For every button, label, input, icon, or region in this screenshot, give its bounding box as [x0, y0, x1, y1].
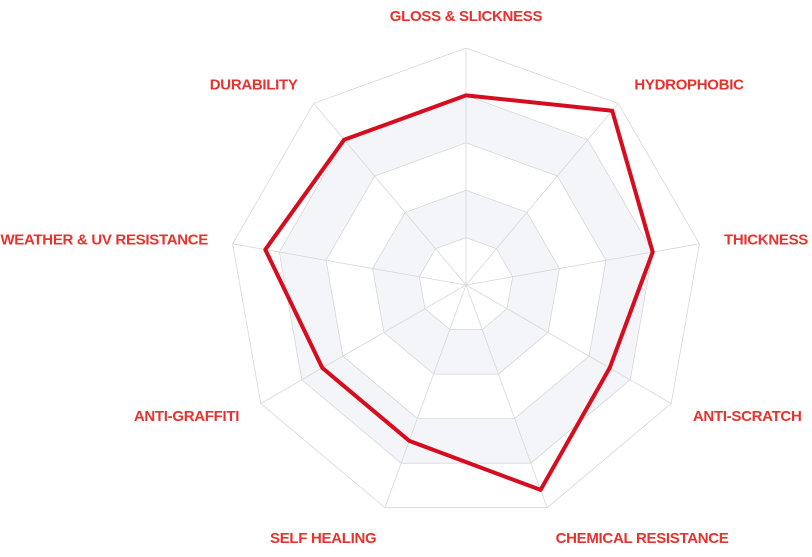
axis-label-durability: DURABILITY: [210, 76, 298, 93]
data-point-3: [651, 250, 655, 254]
spoke-3: [465, 243, 700, 286]
data-point-6: [407, 439, 411, 443]
spoke-9: [313, 103, 467, 286]
data-point-8: [263, 248, 267, 252]
spoke-8: [232, 243, 467, 286]
data-point-2: [610, 109, 614, 113]
axis-label-anti-scratch: ANTI-SCRATCH: [693, 408, 802, 425]
spoke-6: [384, 284, 467, 508]
axis-label-chemical-resistance: CHEMICAL RESISTANCE: [556, 530, 729, 547]
data-point-1: [464, 93, 468, 97]
axis-label-hydrophobic: HYDROPHOBIC: [634, 76, 744, 93]
data-point-9: [342, 138, 346, 142]
spoke-4: [465, 284, 672, 404]
spoke-2: [465, 103, 619, 286]
series-line-1: [263, 93, 655, 492]
axis-label-gloss-slickness: GLOSS & SLICKNESS: [390, 8, 543, 25]
axis-label-anti-graffiti: ANTI-GRAFFITI: [134, 408, 239, 425]
axis-label-self-healing: SELF HEALING: [270, 530, 376, 547]
radar-axis-labels: GLOSS & SLICKNESS HYDROPHOBIC THICKNESS ANT…: [0, 8, 808, 547]
data-point-5: [539, 488, 543, 492]
data-point-4: [608, 366, 612, 370]
spoke-7: [260, 284, 467, 404]
radar-series: [263, 93, 655, 492]
radar-spokes: [232, 48, 700, 508]
spoke-5: [465, 284, 548, 508]
data-point-7: [320, 366, 324, 370]
axis-label-weather-uv-resistance: WEATHER & UV RESISTANCE: [0, 232, 208, 249]
axis-label-thickness: THICKNESS: [724, 232, 808, 249]
